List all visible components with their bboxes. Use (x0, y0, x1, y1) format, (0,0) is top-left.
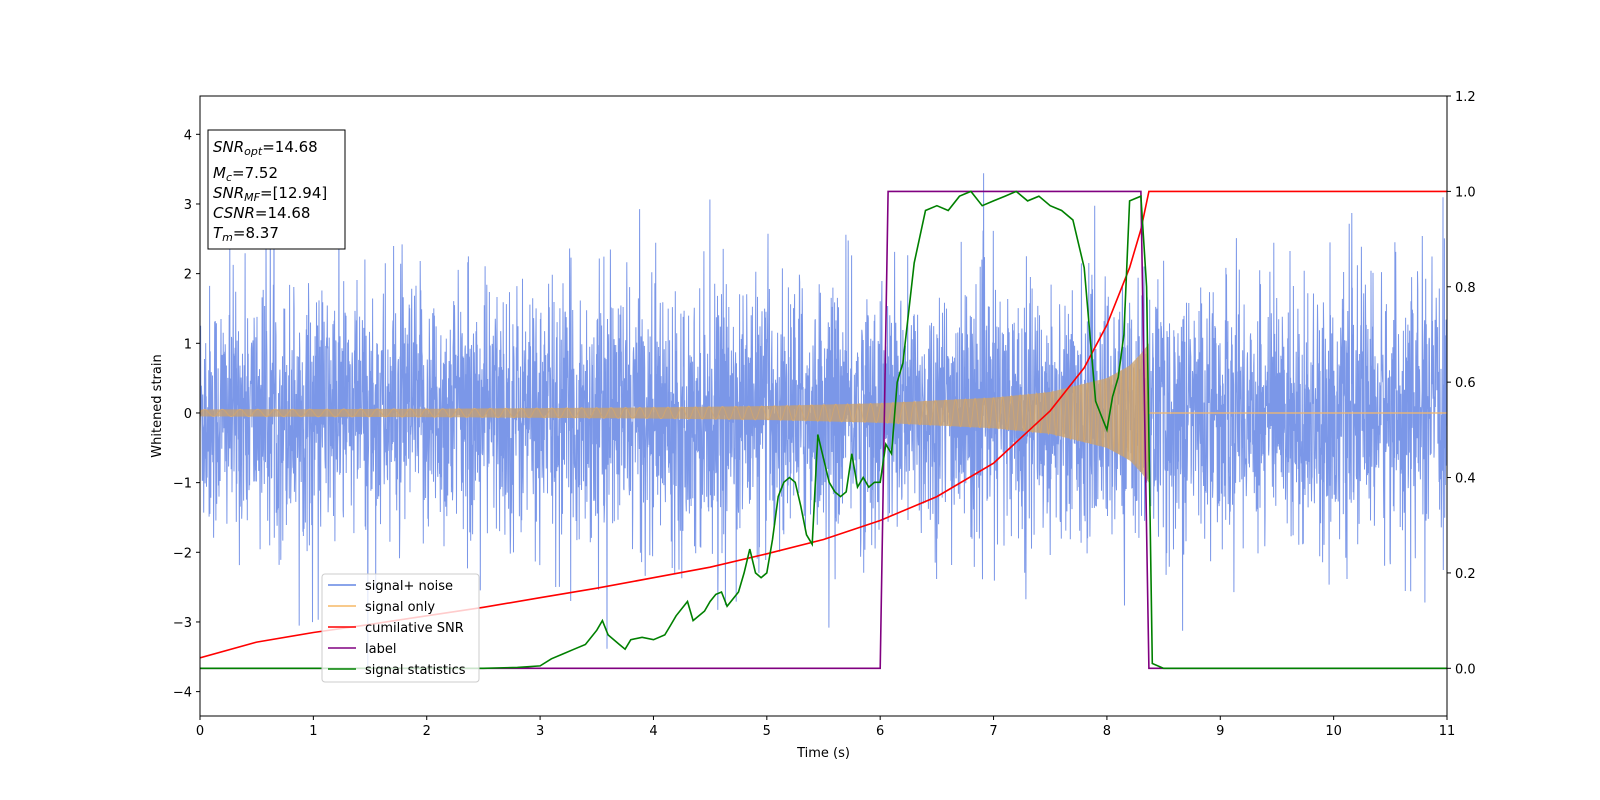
x-axis-label: Time (s) (796, 746, 850, 761)
x-tick-label: 7 (989, 724, 997, 739)
stats-box-frame (207, 129, 346, 250)
stats-mc: Mc=7.52 (213, 164, 278, 184)
y-left-tick-label: 1 (184, 337, 192, 352)
series-signal-only-band (200, 343, 1149, 483)
legend-label-signal-only: signal only (365, 600, 435, 615)
y-left-tick-label: 0 (184, 407, 192, 422)
series-layer (200, 173, 1447, 670)
y-left-tick-label: −1 (173, 477, 192, 492)
y-right-tick-label: 0.8 (1455, 281, 1476, 296)
y-left-tick-label: −4 (173, 686, 192, 701)
x-tick-label: 4 (649, 724, 657, 739)
y-left-tick-label: 2 (184, 268, 192, 283)
legend-label-signal-noise: signal+ noise (365, 579, 453, 594)
stats-box: SNRopt=14.68 Mc=7.52 SNRMF=[12.94] CSNR=… (207, 129, 346, 250)
x-tick-label: 5 (763, 724, 771, 739)
legend-frame (321, 573, 480, 683)
y-left-tick-label: 4 (184, 128, 192, 143)
y-right-tick-label: 1.0 (1455, 185, 1476, 200)
x-tick-label: 1 (309, 724, 317, 739)
legend-label-cumulative-snr: cumilative SNR (365, 621, 464, 636)
x-tick-label: 6 (876, 724, 884, 739)
y-axis-label: Whitened strain (150, 354, 165, 457)
legend-label-label: label (365, 642, 396, 657)
y-left-tick-label: 3 (184, 198, 192, 213)
x-tick-label: 10 (1325, 724, 1342, 739)
x-tick-label: 0 (196, 724, 204, 739)
series-signal-statistics (200, 190, 1447, 670)
x-tick-label: 3 (536, 724, 544, 739)
y-left-tick-label: −2 (173, 546, 192, 561)
series-signal-noise (200, 173, 1447, 669)
ticks-layer: 0 1 2 3 4 5 6 7 8 9 10 11 −4 −3 −2 −1 0 1 2 3 4 0.0 0.2 0.4 0.6 0… (173, 90, 1476, 739)
y-right-tick-label: 0.4 (1455, 472, 1476, 487)
x-tick-label: 9 (1216, 724, 1224, 739)
y-right-tick-label: 0.2 (1455, 567, 1476, 582)
x-tick-label: 11 (1439, 724, 1456, 739)
x-tick-label: 2 (423, 724, 431, 739)
stats-csnr: CSNR=14.68 (213, 204, 310, 222)
legend-label-signal-statistics: signal statistics (365, 663, 466, 678)
y-right-tick-label: 1.2 (1455, 90, 1476, 105)
y-left-tick-label: −3 (173, 616, 192, 631)
legend: signal+ noise signal only cumilative SNR… (321, 573, 480, 683)
y-right-tick-label: 0.0 (1455, 662, 1476, 677)
plot-frame (199, 95, 1448, 717)
stats-snr-opt: SNRopt=14.68 (213, 138, 318, 158)
stats-snr-mf: SNRMF=[12.94] (213, 184, 327, 204)
stats-tm: Tm=8.37 (213, 224, 279, 244)
x-tick-label: 8 (1103, 724, 1111, 739)
y-right-tick-label: 0.6 (1455, 376, 1476, 391)
